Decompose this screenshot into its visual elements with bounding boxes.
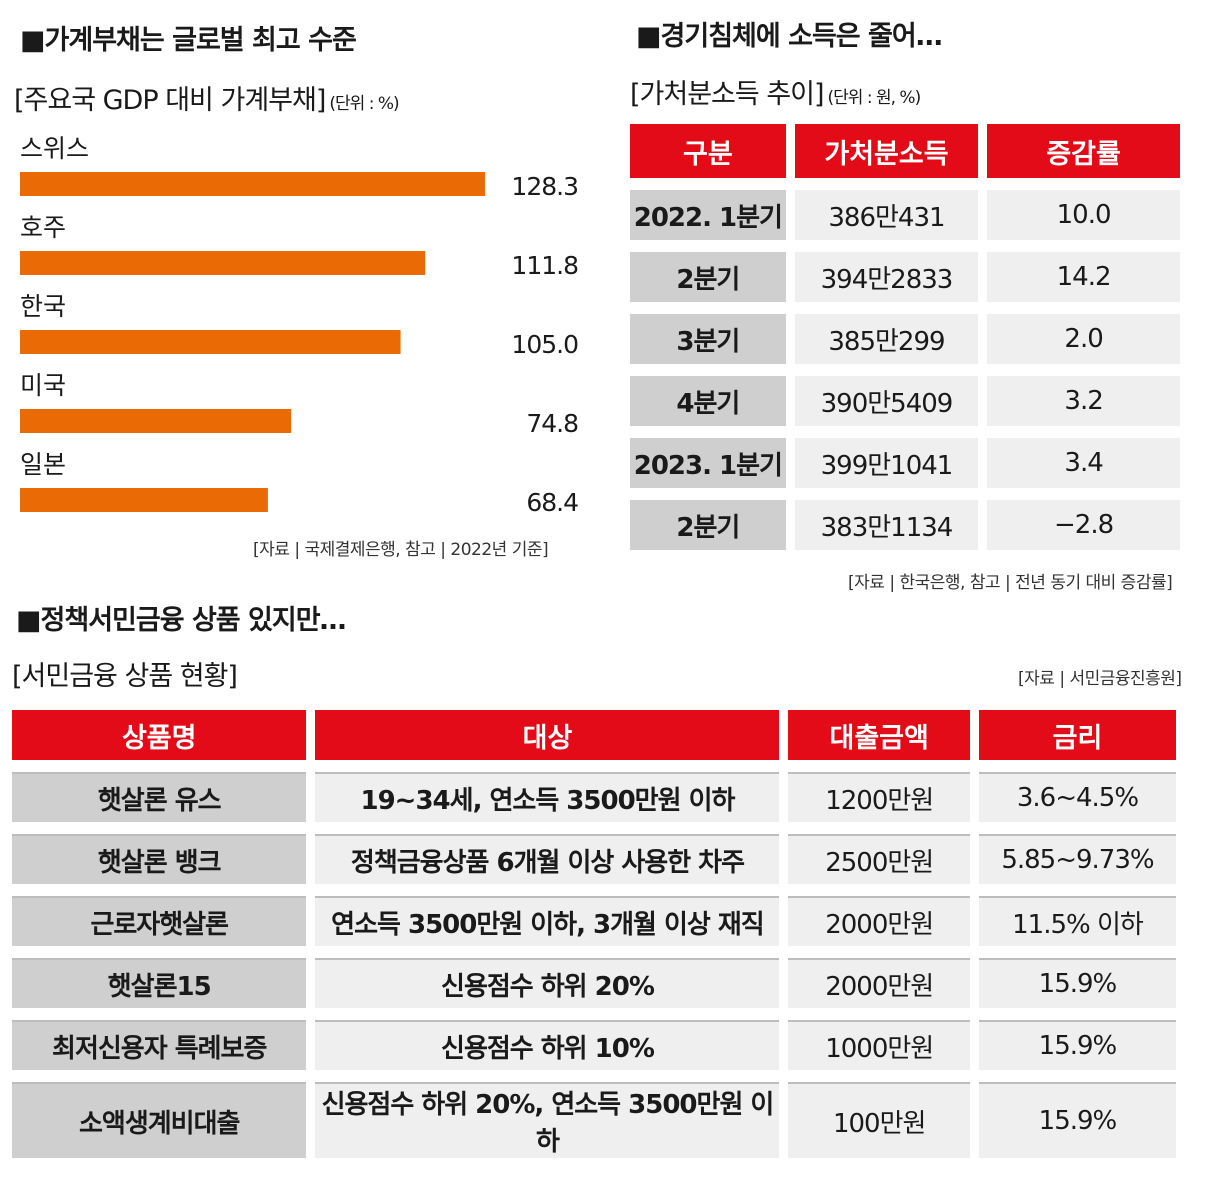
income-header-period: 구분: [630, 124, 786, 178]
loan-products-table: 상품명 대상 대출금액 금리 햇살론 유스 19~34세, 연소득 3500만원…: [3, 710, 1185, 1158]
income-table: 구분 가처분소득 증감률 2022. 1분기 386만431 10.0 2분기 …: [621, 124, 1189, 550]
loans-cell-amount: 2000만원: [788, 960, 970, 1008]
income-cell-income: 385만299: [794, 314, 979, 364]
income-cell-period: 3분기: [630, 314, 786, 364]
income-cell-period: 2분기: [630, 500, 786, 550]
income-cell-rate: 2.0: [987, 314, 1180, 364]
loans-row: 근로자햇살론 연소득 3500만원 이하, 3개월 이상 재직 2000만원 1…: [12, 898, 1176, 946]
income-cell-rate: 3.4: [987, 438, 1180, 488]
chart-subtitle: [주요국 GDP 대비 가계부채] (단위 : %): [14, 78, 400, 117]
loans-cell-rate: 15.9%: [978, 1022, 1176, 1070]
loans-header-amount: 대출금액: [788, 710, 970, 760]
loans-source: [자료 | 서민금융진흥원]: [1018, 669, 1182, 689]
chart-title: ■가계부채는 글로벌 최고 수준: [20, 25, 357, 56]
loans-row: 햇살론 뱅크 정책금융상품 6개월 이상 사용한 차주 2500만원 5.85~…: [12, 836, 1176, 884]
income-row: 4분기 390만5409 3.2: [630, 376, 1180, 426]
income-cell-period: 4분기: [630, 376, 786, 426]
income-cell-income: 394만2833: [794, 252, 979, 302]
loans-cell-product: 햇살론 뱅크: [12, 836, 307, 884]
income-row: 2022. 1분기 386만431 10.0: [630, 190, 1180, 240]
income-row: 2023. 1분기 399만1041 3.4: [630, 438, 1180, 488]
income-header-row: 구분 가처분소득 증감률: [630, 124, 1180, 178]
bar-category-label: 미국: [20, 371, 66, 400]
bar-category-label: 호주: [20, 213, 66, 242]
loans-cell-target: 정책금융상품 6개월 이상 사용한 차주: [315, 836, 780, 884]
income-unit: (단위 : 원, %): [827, 88, 922, 108]
income-source: [자료 | 한국은행, 참고 | 전년 동기 대비 증감률]: [848, 573, 1173, 593]
loans-row: 최저신용자 특례보증 신용점수 하위 10% 1000만원 15.9%: [12, 1022, 1176, 1070]
loans-cell-rate: 15.9%: [978, 1084, 1176, 1158]
loans-cell-target: 19~34세, 연소득 3500만원 이하: [315, 774, 780, 822]
loans-header-row: 상품명 대상 대출금액 금리: [12, 710, 1176, 760]
loans-cell-rate: 3.6~4.5%: [978, 774, 1176, 822]
income-row: 2분기 394만2833 14.2: [630, 252, 1180, 302]
loans-cell-target: 연소득 3500만원 이하, 3개월 이상 재직: [315, 898, 780, 946]
chart-unit: (단위 : %): [329, 94, 399, 114]
loans-cell-product: 햇살론15: [12, 960, 307, 1008]
bar-value-label: 111.8: [511, 251, 578, 280]
loans-header-target: 대상: [315, 710, 780, 760]
loans-subtitle: [서민금융 상품 현황]: [12, 661, 238, 692]
income-row: 3분기 385만299 2.0: [630, 314, 1180, 364]
loans-cell-product: 햇살론 유스: [12, 774, 307, 822]
income-header-rate: 증감률: [987, 124, 1180, 178]
income-cell-rate: 10.0: [987, 190, 1180, 240]
loans-cell-amount: 100만원: [788, 1084, 970, 1158]
bar-category-label: 일본: [20, 450, 66, 479]
loans-cell-target: 신용점수 하위 20%, 연소득 3500만원 이하: [315, 1084, 780, 1158]
income-cell-period: 2023. 1분기: [630, 438, 786, 488]
bar: [20, 172, 485, 196]
bar: [20, 330, 401, 354]
chart-subtitle-text: [주요국 GDP 대비 가계부채]: [14, 85, 326, 116]
bar-value-label: 105.0: [511, 330, 578, 359]
chart-source: [자료 | 국제결제은행, 참고 | 2022년 기준]: [253, 540, 549, 560]
loans-title: ■정책서민금융 상품 있지만…: [16, 605, 347, 636]
loans-cell-amount: 1200만원: [788, 774, 970, 822]
loans-cell-product: 소액생계비대출: [12, 1084, 307, 1158]
loans-header-product: 상품명: [12, 710, 307, 760]
income-cell-income: 383만1134: [794, 500, 979, 550]
loans-cell-rate: 5.85~9.73%: [978, 836, 1176, 884]
loans-cell-rate: 11.5% 이하: [978, 898, 1176, 946]
loans-cell-product: 근로자햇살론: [12, 898, 307, 946]
bar: [20, 488, 268, 512]
income-title: ■경기침체에 소득은 줄어…: [636, 21, 943, 52]
bar-value-label: 74.8: [526, 409, 578, 438]
loans-cell-target: 신용점수 하위 10%: [315, 1022, 780, 1070]
loans-cell-target: 신용점수 하위 20%: [315, 960, 780, 1008]
income-subtitle: [가처분소득 추이] (단위 : 원, %): [630, 72, 922, 111]
bar-category-label: 한국: [20, 292, 66, 321]
income-cell-rate: 3.2: [987, 376, 1180, 426]
income-cell-income: 399만1041: [794, 438, 979, 488]
bar-category-label: 스위스: [20, 134, 89, 163]
loans-row: 햇살론15 신용점수 하위 20% 2000만원 15.9%: [12, 960, 1176, 1008]
loans-row: 소액생계비대출 신용점수 하위 20%, 연소득 3500만원 이하 100만원…: [12, 1084, 1176, 1158]
income-subtitle-text: [가처분소득 추이]: [630, 79, 825, 110]
income-cell-income: 386만431: [794, 190, 979, 240]
loans-cell-amount: 2000만원: [788, 898, 970, 946]
income-cell-period: 2분기: [630, 252, 786, 302]
loans-header-rate: 금리: [978, 710, 1176, 760]
loans-row: 햇살론 유스 19~34세, 연소득 3500만원 이하 1200만원 3.6~…: [12, 774, 1176, 822]
income-header-income: 가처분소득: [794, 124, 979, 178]
income-cell-period: 2022. 1분기: [630, 190, 786, 240]
bar-value-label: 68.4: [526, 488, 578, 517]
bar-value-label: 128.3: [511, 172, 578, 201]
bar: [20, 409, 292, 433]
loans-cell-amount: 1000만원: [788, 1022, 970, 1070]
household-debt-bar-chart: 스위스 128.3 호주 111.8 한국 105.0 미국 74.8 일본 68.4: [20, 134, 579, 517]
income-cell-rate: 14.2: [987, 252, 1180, 302]
loans-cell-amount: 2500만원: [788, 836, 970, 884]
income-cell-income: 390만5409: [794, 376, 979, 426]
loans-cell-rate: 15.9%: [978, 960, 1176, 1008]
bar: [20, 251, 426, 275]
income-row: 2분기 383만1134 −2.8: [630, 500, 1180, 550]
loans-cell-product: 최저신용자 특례보증: [12, 1022, 307, 1070]
income-cell-rate: −2.8: [987, 500, 1180, 550]
